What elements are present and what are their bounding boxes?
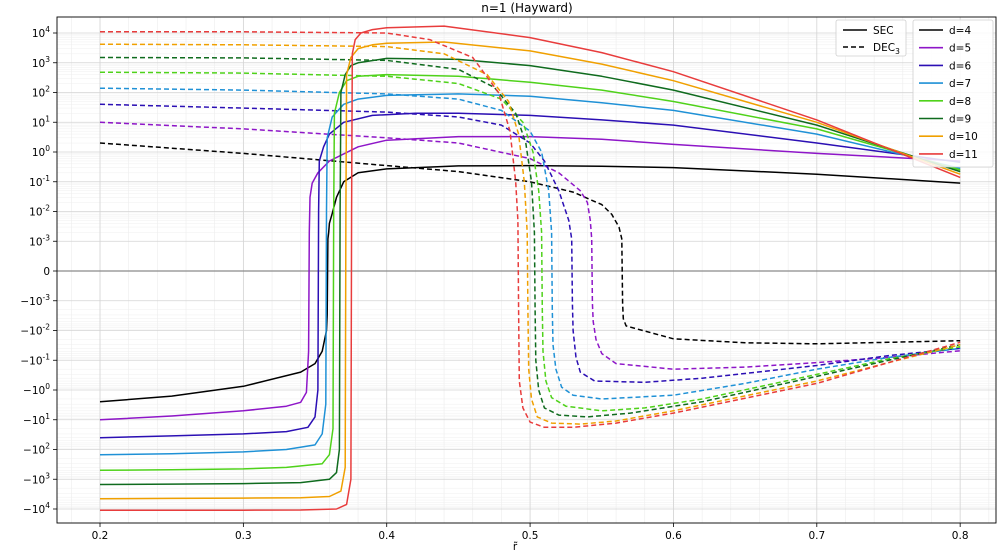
y-tick-label: 101: [32, 114, 50, 129]
series-line-sec-d=7: [99, 93, 961, 456]
legend-label-d=4: d=4: [949, 25, 971, 37]
series-line-dec-d=8: [99, 71, 961, 412]
series-line-dec-d=11: [100, 31, 961, 429]
y-tick-exponent: -3: [43, 233, 51, 242]
y-tick-exponent: -3: [43, 293, 51, 302]
series-line-sec-d=11: [100, 25, 961, 511]
y-tick-exponent: 3: [45, 55, 50, 64]
y-tick-label: 102: [32, 85, 50, 100]
y-tick-base: 10: [32, 58, 45, 70]
y-tick-base: −10: [23, 474, 45, 486]
y-tick-exponent: 2: [45, 442, 50, 451]
legend-label-d=10: d=10: [949, 131, 978, 143]
y-tick-label: 103: [32, 55, 50, 70]
legend-label-sec: SEC: [873, 25, 894, 37]
y-tick-base: −10: [23, 445, 45, 457]
x-tick-label: 0.5: [522, 530, 539, 542]
legend-label-d=7: d=7: [949, 78, 971, 90]
y-tick-label: 10-3: [29, 233, 50, 248]
chart-title: n=1 (Hayward): [481, 1, 572, 15]
y-tick-base: −10: [23, 504, 45, 516]
legend-label-d=9: d=9: [949, 114, 971, 126]
x-tick-label: 0.4: [378, 530, 395, 542]
y-tick-label: −10-2: [20, 323, 50, 338]
y-tick-base: 10: [32, 88, 45, 100]
y-tick-label: 104: [32, 25, 50, 40]
y-tick-base: −10: [23, 415, 45, 427]
x-tick-label: 0.7: [808, 530, 825, 542]
series-line-sec-d=10: [99, 41, 961, 500]
y-tick-label: 10-1: [29, 174, 50, 189]
x-tick-label: 0.3: [235, 530, 252, 542]
y-tick-label: −10-3: [20, 293, 50, 308]
grid: [57, 17, 996, 523]
y-tick-base: −10: [20, 326, 42, 338]
y-tick-exponent: -2: [43, 204, 51, 213]
y-tick-exponent: 4: [45, 25, 50, 34]
series-line-sec-d=5: [99, 135, 961, 421]
y-tick-base: 10: [32, 28, 45, 40]
y-tick-exponent: 3: [45, 471, 50, 480]
y-tick-exponent: 1: [45, 412, 50, 421]
x-axis-label: r̃: [513, 541, 518, 553]
y-tick-exponent: 0: [45, 144, 50, 153]
y-tick-base: 10: [32, 117, 45, 129]
legend-label-dec: DEC3: [873, 42, 900, 56]
y-tick-base: −10: [20, 355, 42, 367]
y-tick-label: −104: [23, 501, 50, 516]
y-tick-label: −100: [23, 382, 50, 397]
x-tick-label: 0.2: [92, 530, 109, 542]
series-line-sec-d=8: [99, 73, 961, 472]
series-line-dec-d=7: [99, 87, 961, 400]
plot-area: [99, 25, 961, 511]
x-tick-label: 0.8: [952, 530, 969, 542]
y-tick-label: −101: [23, 412, 50, 427]
y-tick-base: 0: [43, 266, 50, 278]
series-line-dec-d=4: [99, 142, 961, 345]
x-tick-label: 0.6: [665, 530, 682, 542]
y-tick-label: 10-2: [29, 204, 50, 219]
series-line-sec-d=9: [99, 57, 961, 486]
legend-label-d=8: d=8: [949, 96, 971, 108]
y-tick-base: 10: [29, 177, 42, 189]
x-axis: 0.2 0.3 0.4 0.5 0.6 0.7 0.8: [92, 523, 969, 542]
y-tick-label: 100: [32, 144, 50, 159]
y-tick-base: −10: [20, 296, 42, 308]
y-axis: 10410310210110010-110-210-30−10-3−10-2−1…: [20, 25, 57, 516]
y-tick-base: −10: [23, 385, 45, 397]
y-tick-base: 10: [29, 207, 42, 219]
series-line-dec-d=9: [99, 56, 961, 418]
y-tick-exponent: -2: [43, 323, 51, 332]
y-tick-label: 0: [43, 266, 50, 278]
series-legend-frame: [912, 19, 994, 168]
legend-label-dec-main: DEC: [873, 42, 895, 54]
legend-label-d=11: d=11: [949, 149, 978, 161]
series-line-dec-d=5: [99, 121, 961, 370]
y-tick-exponent: 0: [45, 382, 50, 391]
y-tick-exponent: -1: [43, 352, 51, 361]
style-legend: SEC DEC3: [835, 19, 907, 57]
legend-label-d=5: d=5: [949, 43, 971, 55]
y-tick-exponent: 2: [45, 85, 50, 94]
y-tick-label: −102: [23, 442, 50, 457]
legend-label-d=6: d=6: [949, 60, 971, 72]
y-tick-label: −103: [23, 471, 50, 486]
y-tick-base: 10: [32, 147, 45, 159]
y-tick-base: 10: [29, 236, 42, 248]
y-tick-label: −10-1: [20, 352, 50, 367]
axes-frame: [56, 16, 997, 524]
y-tick-exponent: 4: [45, 501, 50, 510]
y-tick-exponent: -1: [43, 174, 51, 183]
y-tick-exponent: 1: [45, 114, 50, 123]
legend-label-dec-sub: 3: [895, 47, 900, 56]
series-legend: d=4 d=5 d=6 d=7 d=8 d=9 d=10 d=11: [912, 19, 994, 168]
series-line-dec-d=10: [99, 43, 961, 425]
